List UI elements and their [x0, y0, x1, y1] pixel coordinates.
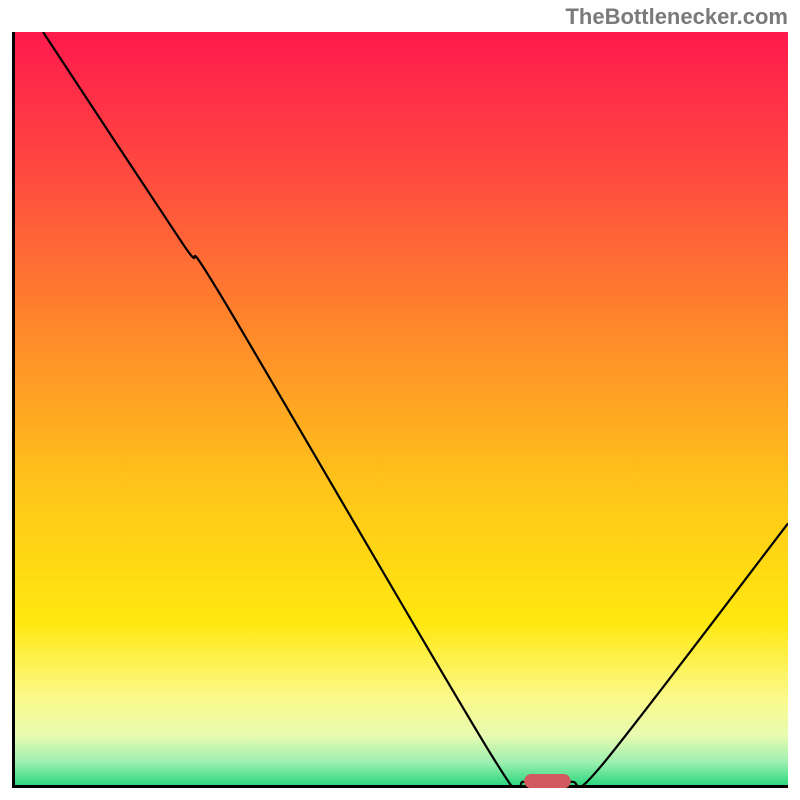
chart-svg [12, 32, 788, 788]
plot-area [12, 32, 788, 788]
chart-container: TheBottlenecker.com [0, 0, 800, 800]
watermark-text: TheBottlenecker.com [565, 4, 788, 30]
optimum-marker [524, 774, 571, 788]
